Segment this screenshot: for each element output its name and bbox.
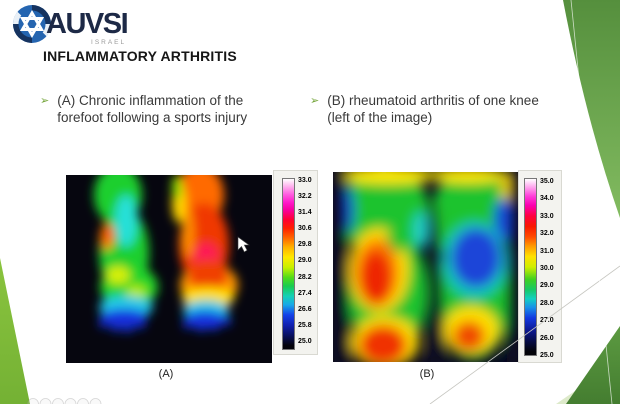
tick-label: 33.0 xyxy=(298,177,312,184)
tick-label: 25.0 xyxy=(540,351,554,359)
colorbar-ticks-a: 33.0 32.2 31.4 30.6 29.8 29.0 28.2 27.4 26.6 25.8… xyxy=(298,177,318,345)
bullet-arrow-icon: ➢ xyxy=(310,94,320,107)
colorbar-panel-b: 35.0 34.0 33.0 32.0 31.0 30.0 29.0 28.0 27.0 26.0… xyxy=(518,170,562,363)
tick-label: 31.0 xyxy=(540,247,554,255)
slideshow-control-button xyxy=(27,398,39,404)
tick-label: 34.0 xyxy=(540,195,554,203)
tick-label: 27.4 xyxy=(298,289,312,297)
tick-label: 28.0 xyxy=(540,299,554,307)
thermal-image-forefeet xyxy=(66,175,272,363)
bullet-item-b: ➢ (B) rheumatoid arthritis of one knee (… xyxy=(310,93,560,126)
colorbar-a xyxy=(282,178,295,350)
bullet-item-a: ➢ (A) Chronic inflammation of the forefo… xyxy=(40,93,290,126)
auvsi-logo: AUVSI ISRAEL xyxy=(12,4,129,46)
tick-label: 25.0 xyxy=(298,337,312,345)
figure-b-caption: (B) xyxy=(419,368,435,380)
colorbar-panel-a: 33.0 32.2 31.4 30.6 29.8 29.0 28.2 27.4 26.6 25.8… xyxy=(273,170,318,355)
tick-label: 28.2 xyxy=(298,273,312,281)
tick-label: 26.0 xyxy=(540,334,554,342)
tick-label: 29.0 xyxy=(540,282,554,290)
tick-label: 29.8 xyxy=(298,241,312,249)
slideshow-controls[interactable] xyxy=(0,390,140,404)
tick-label: 27.0 xyxy=(540,317,554,325)
logo-brand-text: AUVSI xyxy=(46,8,129,40)
tick-label: 32.0 xyxy=(540,230,554,238)
tick-label: 31.4 xyxy=(298,209,312,217)
slideshow-control-button xyxy=(39,398,52,404)
logo-country-text: ISRAEL xyxy=(91,39,127,46)
thermal-image-knees xyxy=(333,172,518,362)
figure-a-caption: (A) xyxy=(158,368,174,380)
tick-label: 30.6 xyxy=(298,225,312,233)
slide-title: INFLAMMATORY ARTHRITIS xyxy=(43,48,237,64)
tick-label: 25.8 xyxy=(298,321,312,329)
slideshow-control-button xyxy=(77,398,89,404)
slideshow-control-button xyxy=(89,398,102,404)
bullet-b-text: (B) rheumatoid arthritis of one knee (le… xyxy=(327,93,539,125)
colorbar-ticks-b: 35.0 34.0 33.0 32.0 31.0 30.0 29.0 28.0 27.0 26.0… xyxy=(540,178,560,359)
bullet-a-text: (A) Chronic inflammation of the forefoot… xyxy=(57,93,248,125)
tick-label: 29.0 xyxy=(298,257,312,265)
slideshow-control-button xyxy=(64,398,77,404)
bullet-arrow-icon: ➢ xyxy=(40,94,50,107)
colorbar-b xyxy=(524,178,537,356)
tick-label: 35.0 xyxy=(540,178,554,185)
auvsi-globe-icon xyxy=(12,4,52,44)
tick-label: 32.2 xyxy=(298,193,312,201)
mouse-cursor xyxy=(237,236,250,253)
tick-label: 26.6 xyxy=(298,305,312,313)
slideshow-control-button xyxy=(52,398,64,404)
tick-label: 30.0 xyxy=(540,264,554,272)
tick-label: 33.0 xyxy=(540,212,554,220)
